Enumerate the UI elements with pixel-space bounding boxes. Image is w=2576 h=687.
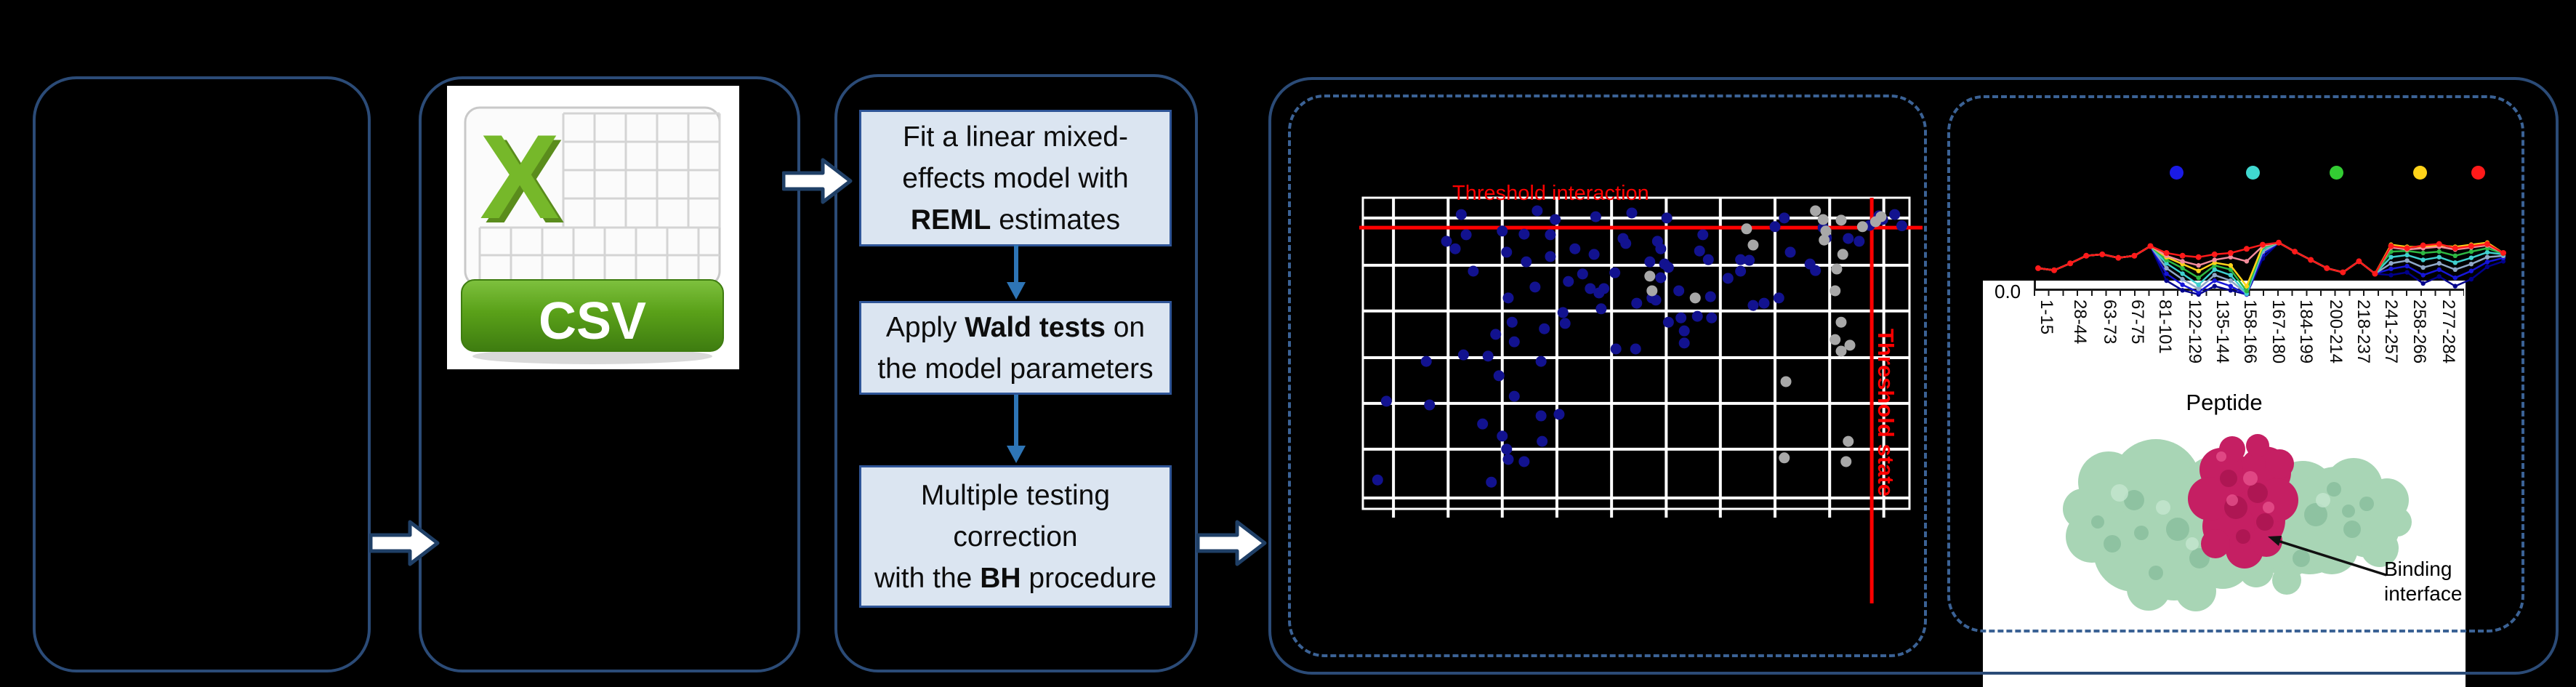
stage-arrow-icon (369, 520, 440, 566)
excel-x-letter: X (480, 110, 560, 244)
protein-structure-image (2063, 434, 2412, 611)
uptake-line-chart (2035, 239, 2506, 297)
csv-banner (461, 279, 724, 352)
csv-banner-label: CSV (539, 292, 646, 350)
uptake-white-region: 0.0 1-15 28-44 63-73 67-75 81-101 122-129 135-… (1983, 281, 2466, 687)
pipeline-stage-csv-box (419, 76, 800, 672)
x-axis-title: Peptide (2186, 390, 2263, 415)
y-axis-stub (2034, 281, 2036, 290)
scatter-title: Threshold interaction (1452, 182, 1649, 205)
flow-step-bh: Multiple testing correction with the BH pr… (859, 465, 1172, 608)
results-outer-box (1268, 77, 2559, 675)
scatter-panel-dashed-box (1288, 95, 1927, 657)
binding-interface-label: Binding interface (2384, 558, 2463, 605)
legend-dot-icon (2246, 166, 2260, 180)
y-axis-tick-label: 0.0 (1995, 281, 2021, 302)
uptake-panel-dashed-box (1947, 95, 2524, 632)
stage-arrow-icon (1196, 520, 1267, 566)
flow-step-wald: Apply Wald tests on the model parameters (859, 301, 1172, 395)
pipeline-stage-model-box (834, 74, 1198, 672)
legend-dot-icon (2413, 166, 2427, 180)
legend-dot-icon (2471, 166, 2485, 180)
excel-x-shadow: X (485, 114, 565, 248)
stage-arrow-icon (782, 158, 853, 204)
legend-dot-icon (2170, 166, 2183, 180)
flow-connector-arrow-icon (1007, 245, 1026, 300)
csv-file-icon: X X CSV (447, 86, 739, 369)
pipeline-stage-input-box (33, 76, 371, 672)
threshold-state-label: Threshold state (1873, 329, 1899, 497)
flow-connector-arrow-icon (1007, 395, 1026, 463)
flow-step-reml: Fit a linear mixed-effects model with REM… (859, 110, 1172, 246)
legend-dot-icon (2330, 166, 2343, 180)
scatter-plot (1359, 196, 1923, 603)
